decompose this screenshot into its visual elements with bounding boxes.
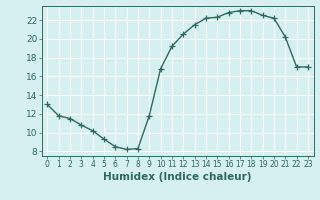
X-axis label: Humidex (Indice chaleur): Humidex (Indice chaleur) [103,172,252,182]
